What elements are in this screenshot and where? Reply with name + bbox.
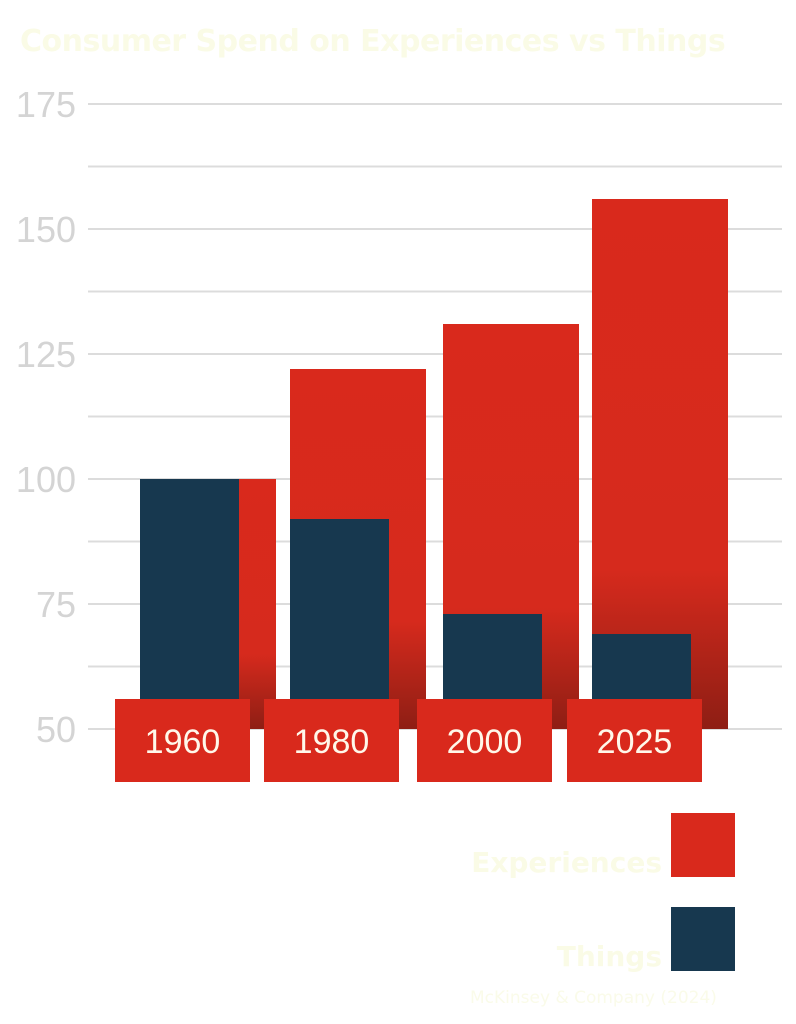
- year-label-box: [417, 699, 552, 782]
- y-tick-label: 125: [16, 334, 76, 375]
- y-tick-label: 100: [16, 459, 76, 500]
- legend-swatch-experiences: [671, 813, 735, 877]
- source-note: McKinsey & Company (2024): [470, 988, 717, 1008]
- legend-label-experiences: Experiences: [471, 846, 662, 879]
- bar-things-1960: [140, 479, 239, 729]
- y-tick-label: 50: [36, 709, 76, 750]
- y-tick-label: 175: [16, 84, 76, 125]
- x-tick-label: 2000: [447, 723, 523, 761]
- year-label-box: [115, 699, 250, 782]
- x-tick-label: 1980: [294, 723, 370, 761]
- y-tick-label: 150: [16, 209, 76, 250]
- chart-title: Consumer Spend on Experiences vs Things: [20, 24, 726, 59]
- legend-swatch-things: [671, 907, 735, 971]
- year-label-box: [264, 699, 399, 782]
- year-label-box: [567, 699, 702, 782]
- bar-things-1980: [290, 519, 389, 729]
- y-tick-label: 75: [36, 584, 76, 625]
- x-tick-label: 1960: [145, 723, 221, 761]
- x-tick-label: 2025: [597, 723, 673, 761]
- legend-label-things: Things: [556, 940, 662, 973]
